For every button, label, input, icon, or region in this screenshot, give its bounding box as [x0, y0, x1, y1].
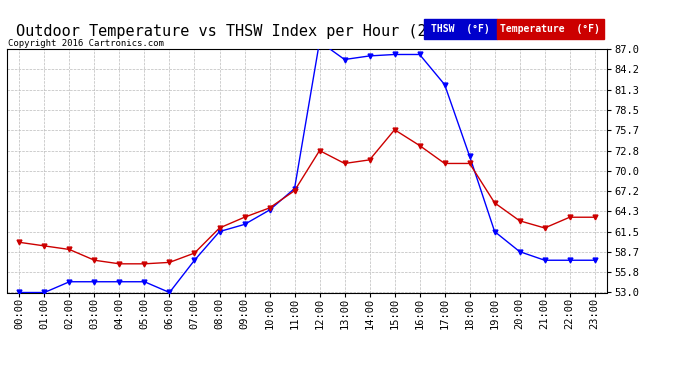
Text: THSW  (°F): THSW (°F): [431, 24, 490, 34]
Text: Temperature  (°F): Temperature (°F): [500, 24, 600, 34]
Text: Outdoor Temperature vs THSW Index per Hour (24 Hours)  20160613: Outdoor Temperature vs THSW Index per Ho…: [16, 24, 591, 39]
Text: Copyright 2016 Cartronics.com: Copyright 2016 Cartronics.com: [8, 39, 164, 48]
